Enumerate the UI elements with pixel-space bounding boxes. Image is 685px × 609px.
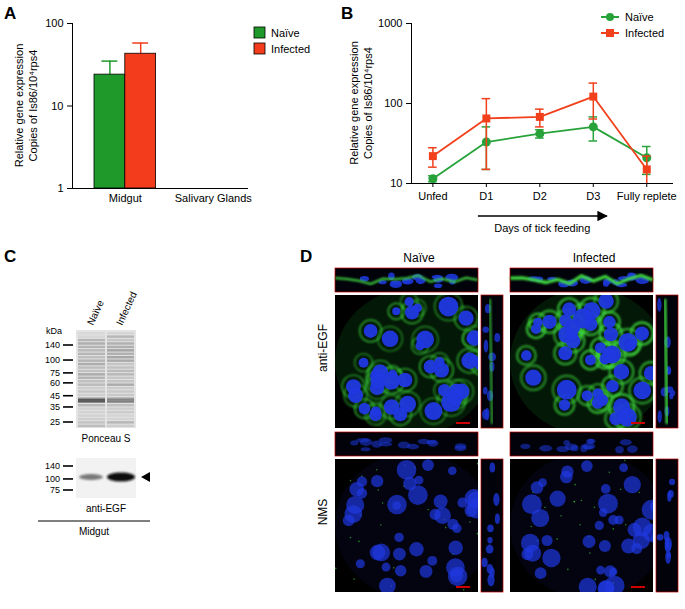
- svg-text:140: 140: [45, 340, 60, 350]
- svg-text:Relative gene expressionCopies: Relative gene expressionCopies of Is86/1…: [13, 44, 39, 168]
- svg-text:Relative gene expressionCopies: Relative gene expressionCopies of Is86/1…: [348, 41, 374, 165]
- svg-text:Naïve: Naïve: [85, 298, 106, 327]
- svg-text:Unfed: Unfed: [418, 190, 447, 202]
- svg-text:25: 25: [50, 417, 60, 427]
- svg-text:10: 10: [390, 177, 402, 189]
- svg-text:NMS: NMS: [316, 499, 330, 526]
- svg-text:75: 75: [50, 368, 60, 378]
- svg-text:Midgut: Midgut: [79, 526, 109, 537]
- svg-text:Infected: Infected: [625, 27, 664, 39]
- svg-text:10: 10: [51, 100, 63, 112]
- svg-text:D: D: [300, 247, 312, 266]
- svg-text:anti-EGF: anti-EGF: [86, 503, 126, 514]
- svg-text:A: A: [4, 4, 16, 23]
- svg-text:100: 100: [45, 17, 63, 29]
- svg-text:1000: 1000: [378, 17, 402, 29]
- svg-text:140: 140: [45, 461, 60, 471]
- svg-text:Naïve: Naïve: [403, 251, 435, 265]
- svg-text:35: 35: [50, 402, 60, 412]
- svg-text:1: 1: [57, 182, 63, 194]
- svg-text:Days of tick feeding: Days of tick feeding: [494, 222, 590, 234]
- svg-text:Salivary Glands: Salivary Glands: [175, 192, 253, 204]
- svg-text:Midgut: Midgut: [109, 192, 142, 204]
- svg-text:Ponceau S: Ponceau S: [82, 433, 131, 444]
- svg-text:Naïve: Naïve: [625, 11, 654, 23]
- svg-text:Fully replete: Fully replete: [617, 190, 677, 202]
- svg-text:100: 100: [384, 97, 402, 109]
- svg-text:100: 100: [45, 355, 60, 365]
- svg-text:Infected: Infected: [271, 43, 310, 55]
- svg-text:D2: D2: [533, 190, 547, 202]
- svg-text:D3: D3: [586, 190, 600, 202]
- svg-text:45: 45: [50, 391, 60, 401]
- svg-text:75: 75: [50, 485, 60, 495]
- svg-text:C: C: [4, 247, 16, 266]
- svg-text:D1: D1: [479, 190, 493, 202]
- svg-text:Naïve: Naïve: [271, 27, 300, 39]
- svg-text:B: B: [341, 4, 353, 23]
- svg-text:100: 100: [45, 474, 60, 484]
- svg-text:Infected: Infected: [114, 290, 139, 327]
- svg-text:anti-EGF: anti-EGF: [316, 324, 330, 372]
- svg-text:Infected: Infected: [573, 251, 616, 265]
- svg-text:60: 60: [50, 378, 60, 388]
- svg-text:kDa: kDa: [46, 326, 62, 336]
